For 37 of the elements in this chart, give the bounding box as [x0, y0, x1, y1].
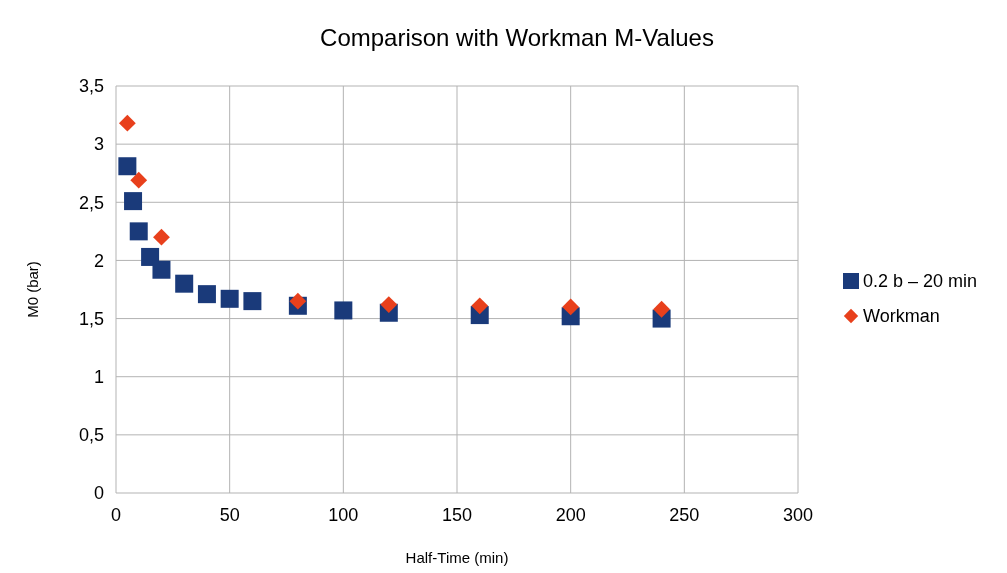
point [380, 296, 398, 314]
chart-title: Comparison with Workman M-Values [320, 24, 714, 51]
point [175, 274, 194, 293]
x-tick-label: 100 [328, 505, 359, 525]
point [152, 260, 171, 279]
point [130, 171, 148, 189]
y-tick-label: 1,5 [78, 308, 104, 329]
point [129, 222, 148, 241]
point [124, 192, 143, 211]
x-tick-label: 250 [669, 505, 700, 525]
point [220, 289, 239, 308]
point [197, 285, 216, 304]
y-axis-title: M0 (bar) [24, 261, 41, 318]
legend-label: Workman [863, 306, 940, 327]
point [562, 298, 580, 316]
point [289, 292, 307, 310]
point [653, 300, 670, 318]
point [118, 157, 137, 176]
y-tick-label: 0 [93, 483, 104, 504]
point [243, 292, 262, 311]
point [118, 114, 136, 132]
y-tick-label: 3 [93, 134, 104, 155]
x-axis-title: Half-Time (min) [405, 549, 509, 566]
y-tick-label: 2,5 [78, 192, 104, 213]
y-tick-label: 3,5 [78, 76, 104, 97]
point [471, 297, 489, 315]
y-tick-label: 2 [93, 250, 104, 271]
point [153, 228, 170, 246]
x-tick-label: 300 [782, 505, 814, 525]
x-tick-label: 0 [110, 505, 122, 525]
x-tick-label: 150 [441, 505, 473, 525]
x-tick-label: 50 [219, 505, 240, 525]
x-tick-label: 200 [555, 505, 586, 525]
point [334, 301, 353, 320]
legend-label: 0.2 b – 20 min [863, 271, 978, 292]
y-tick-label: 0,5 [78, 425, 104, 446]
y-tick-label: 1 [93, 367, 104, 388]
